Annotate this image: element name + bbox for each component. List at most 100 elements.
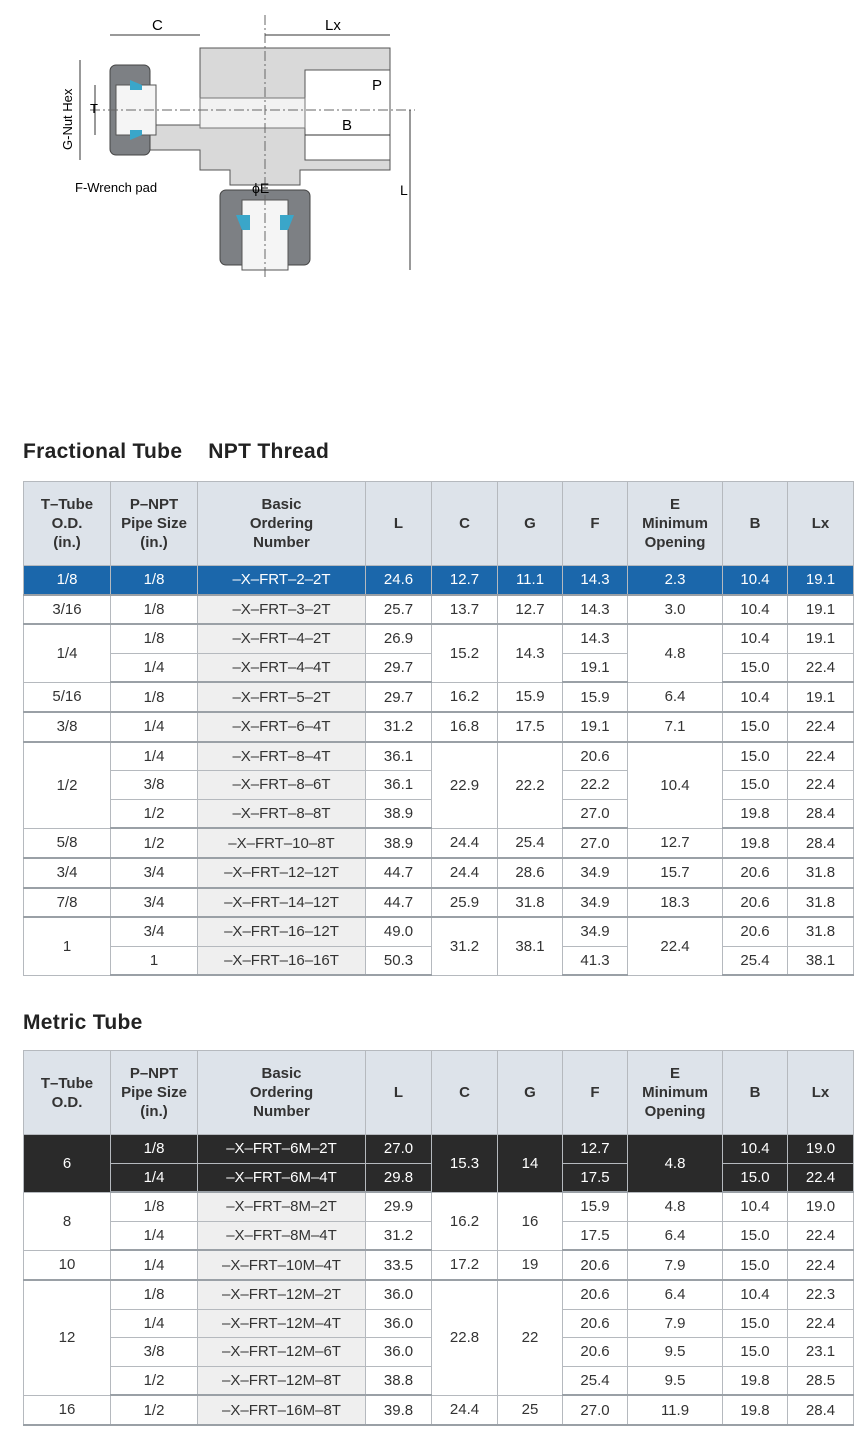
label-g: G-Nut Hex: [60, 88, 75, 150]
cell-n: –X–FRT–12M–6T: [197, 1337, 366, 1367]
cell-lx: 28.4: [787, 1394, 854, 1426]
cell-f: 27.0: [562, 827, 628, 859]
cell-p: 1/8: [110, 1134, 198, 1164]
header-b: B: [722, 481, 788, 566]
cell-lx: 22.4: [787, 1220, 854, 1252]
cell-n: –X–FRT–16–12T: [197, 916, 366, 947]
cell-n: –X–FRT–8–4T: [197, 741, 366, 772]
header-lx: Lx: [787, 1050, 854, 1135]
cell-c: 22.9: [431, 741, 498, 829]
cell-b: 15.0: [722, 652, 788, 684]
cell-lx: 19.0: [787, 1134, 854, 1164]
cell-p: 1/8: [110, 594, 198, 626]
header-lx: Lx: [787, 481, 854, 566]
cell-n: –X–FRT–6–4T: [197, 711, 366, 743]
cell-n: –X–FRT–4–2T: [197, 623, 366, 654]
cell-b: 15.0: [722, 1337, 788, 1367]
cell-e: 10.4: [627, 741, 723, 829]
cell-e: 6.4: [627, 1279, 723, 1310]
table-row: 1/2 –X–FRT–12M–8T 38.8 25.4 9.5 19.8 28.5: [24, 1365, 854, 1397]
table-row: 1/4 –X–FRT–4–4T 29.7 19.1 15.0 22.4: [24, 652, 854, 684]
cell-f: 14.3: [562, 594, 628, 626]
header-l: L: [365, 481, 432, 566]
cell-n: –X–FRT–16M–8T: [197, 1394, 366, 1426]
cell-p: 3/8: [110, 770, 198, 800]
cell-p: 1/8: [110, 564, 198, 596]
cell-l: 31.2: [365, 1220, 432, 1252]
cell-b: 19.8: [722, 827, 788, 859]
cell-b: 25.4: [722, 945, 788, 977]
cell-b: 10.4: [722, 1191, 788, 1222]
cell-l: 49.0: [365, 916, 432, 947]
cell-f: 27.0: [562, 798, 628, 830]
cell-e: 7.9: [627, 1249, 723, 1281]
cell-l: 24.6: [365, 564, 432, 596]
cell-lx: 22.4: [787, 652, 854, 684]
fractional-tube-table: T–Tube O.D. (in.) P–NPT Pipe Size (in.) Ba…: [23, 481, 854, 977]
table-row: 1/4 –X–FRT–8M–4T 31.2 17.5 6.4 15.0 22.4: [24, 1220, 854, 1252]
table-row: 1 3/4 –X–FRT–16–12T 49.0 31.2 38.1 34.9 22.4 20.…: [23, 916, 854, 976]
label-c: C: [152, 17, 163, 34]
header-l: L: [365, 1050, 432, 1135]
cell-t: 16: [23, 1394, 111, 1426]
title-part-a: Fractional Tube: [23, 440, 183, 463]
header-e: E Minimum Opening: [627, 481, 723, 566]
cell-lx: 28.4: [787, 798, 854, 830]
cell-g: 22: [497, 1279, 563, 1396]
cell-b: 10.4: [722, 681, 788, 713]
cell-p: 3/4: [110, 916, 198, 947]
cell-t: 3/4: [23, 857, 111, 889]
cell-g: 16: [497, 1191, 563, 1251]
cell-n: –X–FRT–8–6T: [197, 770, 366, 800]
header-e: E Minimum Opening: [627, 1050, 723, 1135]
cell-b: 10.4: [722, 594, 788, 626]
cell-f: 25.4: [562, 1365, 628, 1397]
table1-title: Fractional Tube NPT Thread: [23, 440, 329, 464]
table-row: 1/4 –X–FRT–6M–4T 29.8 17.5 15.0 22.4: [24, 1162, 854, 1194]
cell-l: 33.5: [365, 1249, 432, 1281]
cell-t: 3/8: [23, 711, 111, 743]
cell-lx: 31.8: [787, 887, 854, 919]
cell-e: 9.5: [627, 1365, 723, 1397]
cell-p: 3/8: [110, 1337, 198, 1367]
cell-p: 1/4: [110, 1308, 198, 1339]
cell-f: 27.0: [562, 1394, 628, 1426]
cell-lx: 22.4: [787, 1308, 854, 1339]
cell-e: 3.0: [627, 594, 723, 626]
cell-g: 31.8: [497, 887, 563, 919]
cell-p: 1/4: [110, 652, 198, 684]
cell-lx: 19.1: [787, 564, 854, 596]
cell-f: 41.3: [562, 945, 628, 977]
cell-t: 1/2: [23, 741, 111, 829]
cell-lx: 23.1: [787, 1337, 854, 1367]
cell-g: 19: [497, 1249, 563, 1281]
cell-f: 34.9: [562, 857, 628, 889]
cell-g: 22.2: [497, 741, 563, 829]
table-row: 1/4 1/8 –X–FRT–4–2T 26.9 15.2 14.3 14.3 4.8 10.4…: [23, 623, 854, 683]
cell-lx: 19.1: [787, 681, 854, 713]
cell-g: 28.6: [497, 857, 563, 889]
cell-p: 1/4: [110, 741, 198, 772]
cell-t: 1/8: [23, 564, 111, 596]
cell-c: 25.9: [431, 887, 498, 919]
header-row: T–Tube O.D. (in.) P–NPT Pipe Size (in.) Ba…: [23, 481, 854, 566]
cell-f: 12.7: [562, 1134, 628, 1164]
cell-p: 1/4: [110, 1220, 198, 1252]
cell-n: –X–FRT–5–2T: [197, 681, 366, 713]
cell-lx: 19.1: [787, 594, 854, 626]
table-row: 1/2 –X–FRT–8–8T 38.9 27.0 19.8 28.4: [24, 798, 854, 830]
cell-l: 39.8: [365, 1394, 432, 1426]
cell-c: 16.8: [431, 711, 498, 743]
header-c: C: [431, 481, 498, 566]
cell-l: 25.7: [365, 594, 432, 626]
label-lx: Lx: [325, 17, 341, 34]
cell-l: 36.0: [365, 1308, 432, 1339]
cell-p: 1/2: [110, 1365, 198, 1397]
cell-g: 25.4: [497, 827, 563, 859]
cell-e: 7.1: [627, 711, 723, 743]
cell-p: 1/2: [110, 1394, 198, 1426]
cell-l: 29.9: [365, 1191, 432, 1222]
table-row: 3/8 1/4 –X–FRT–6–4T 31.2 16.8 17.5 19.1 7.1 15.0…: [23, 711, 854, 743]
table-row: 3/16 1/8 –X–FRT–3–2T 25.7 13.7 12.7 14.3 3.0 10.…: [23, 594, 854, 626]
